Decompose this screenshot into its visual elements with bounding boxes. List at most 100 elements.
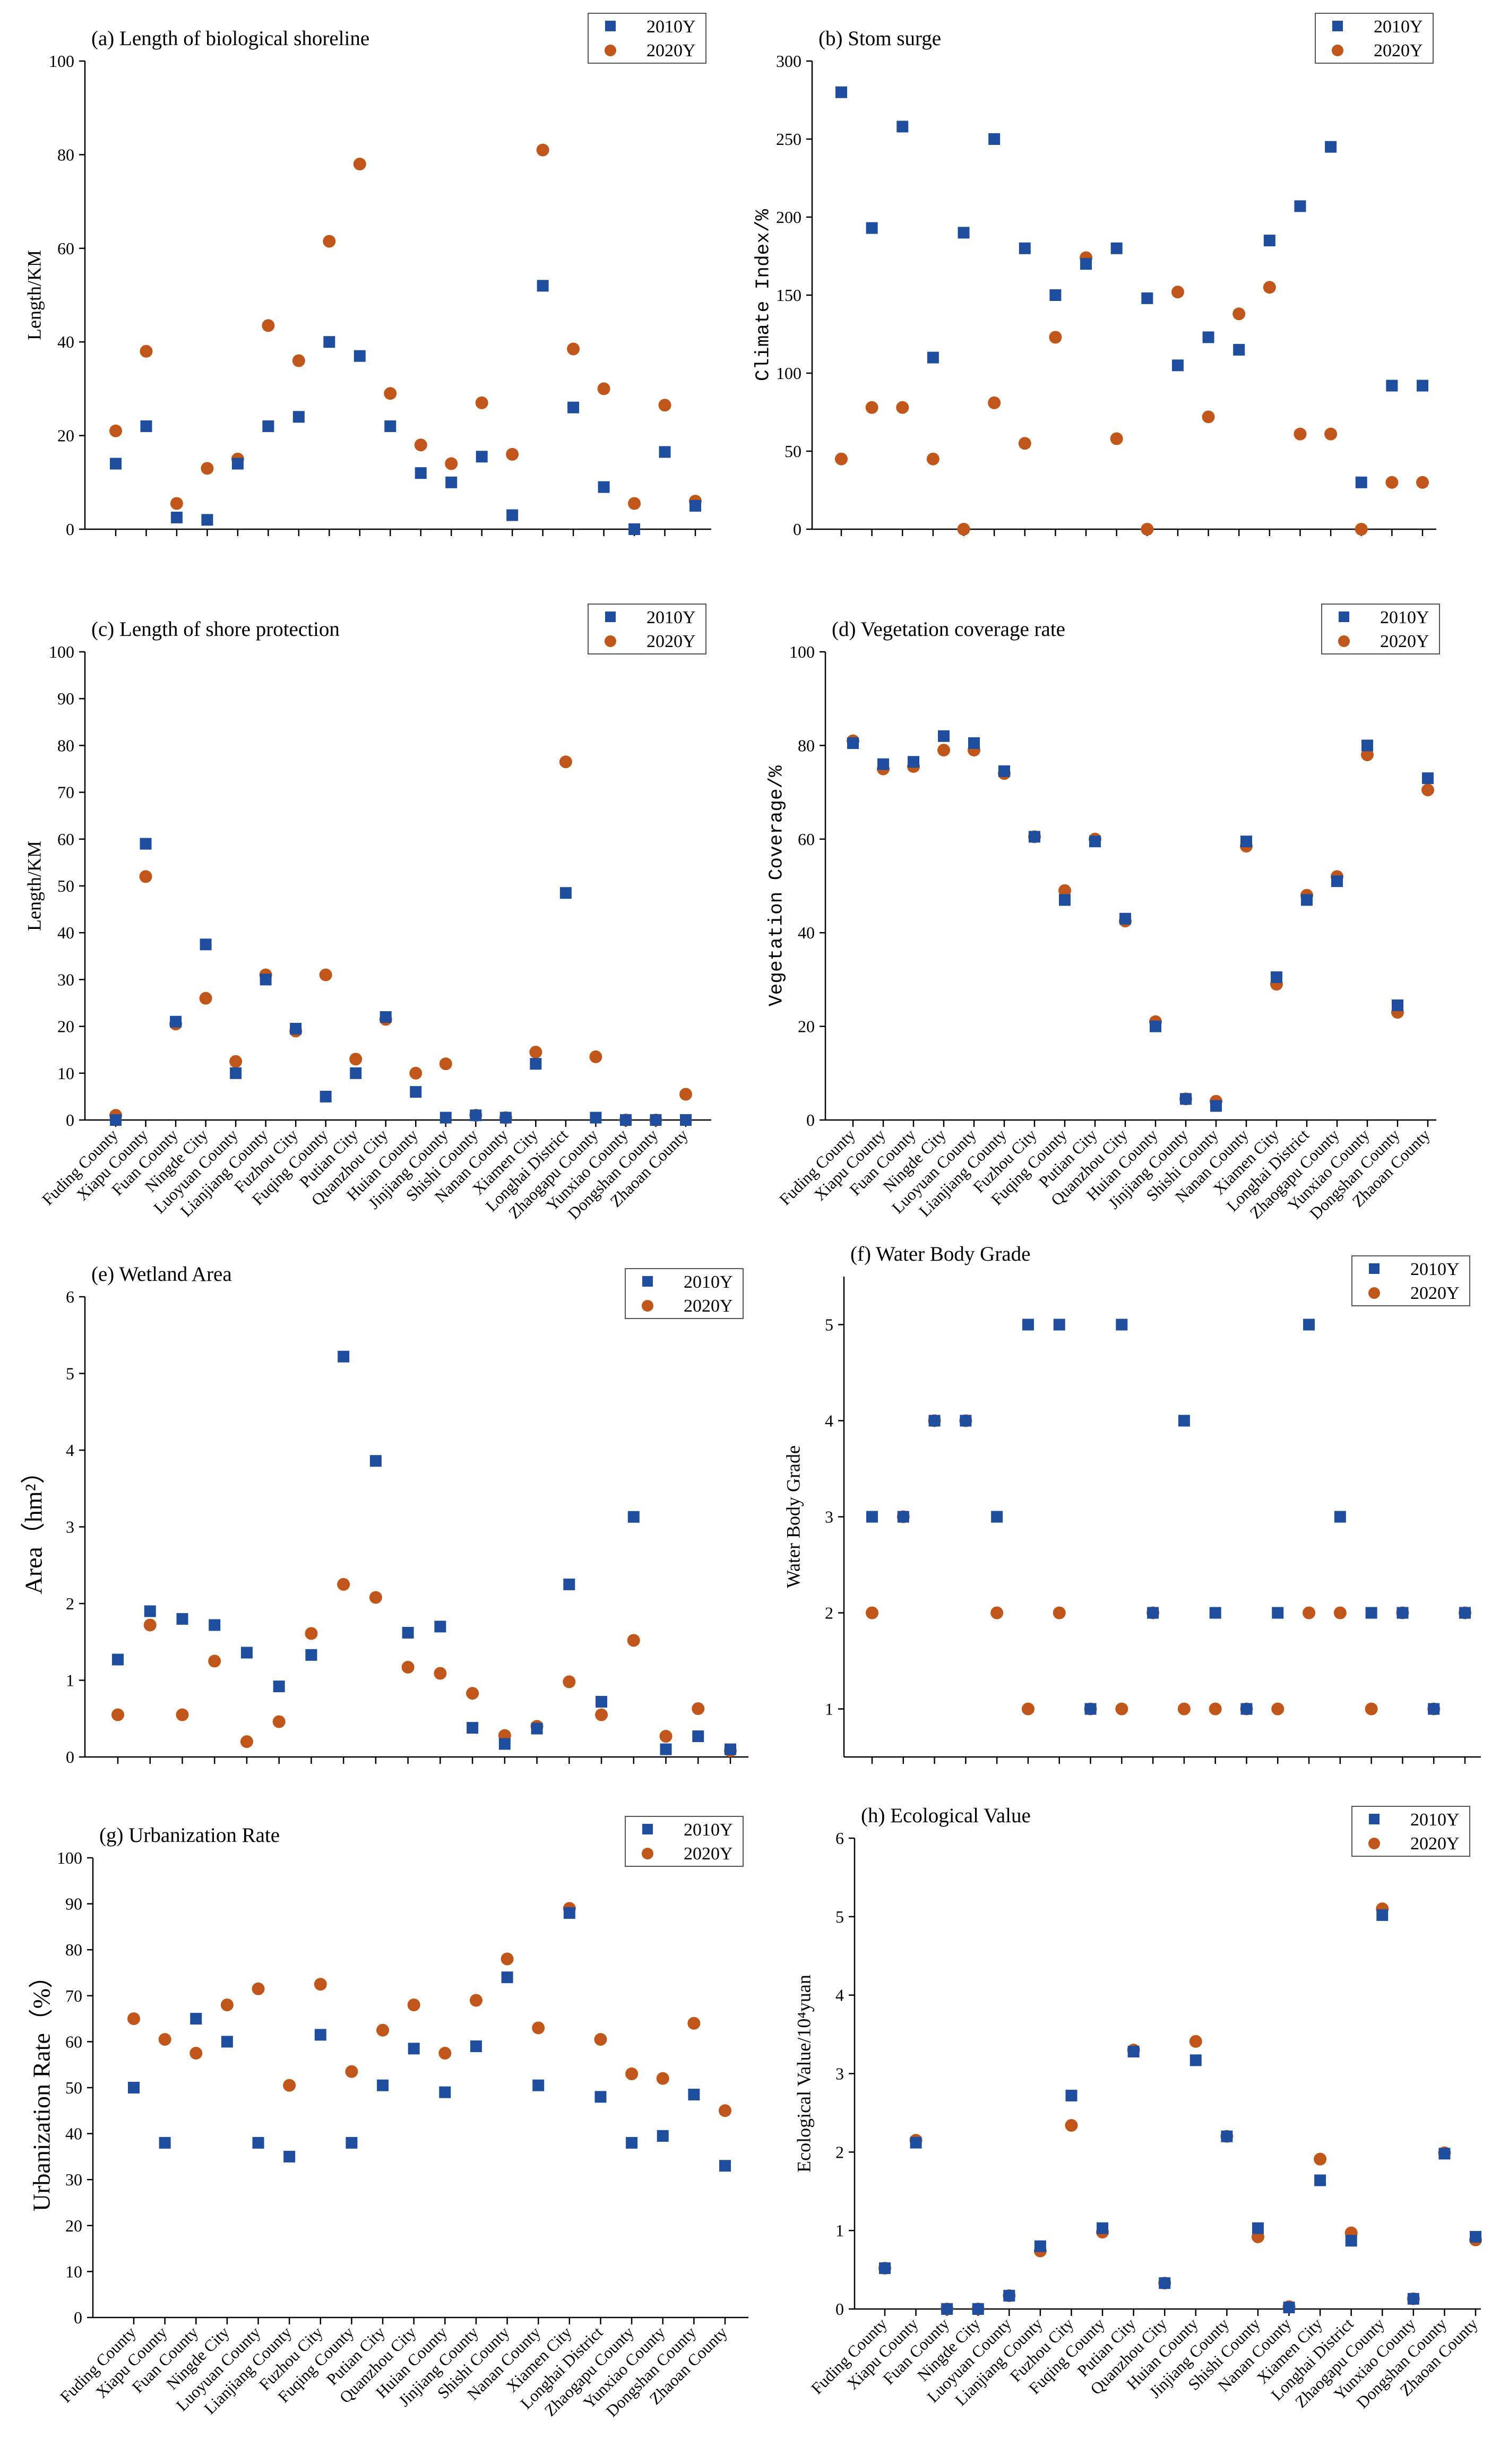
point-2010 bbox=[240, 1647, 253, 1659]
legend-marker-2020 bbox=[605, 45, 616, 56]
point-2020 bbox=[506, 447, 519, 461]
y-tick-label: 80 bbox=[57, 736, 74, 755]
chart-title: (a) Length of biological shoreline bbox=[91, 27, 369, 50]
legend-marker-2020 bbox=[1368, 1838, 1380, 1849]
legend: 2010Y 2020Y bbox=[625, 1816, 744, 1867]
point-2020 bbox=[434, 1667, 447, 1680]
point-2020 bbox=[937, 744, 950, 757]
point-2020 bbox=[401, 1660, 415, 1674]
y-tick-label: 0 bbox=[806, 1110, 815, 1130]
point-2020 bbox=[1053, 1606, 1066, 1619]
point-2010 bbox=[590, 1112, 602, 1124]
point-2010 bbox=[1209, 1607, 1221, 1619]
point-2010 bbox=[377, 2079, 389, 2091]
point-2020 bbox=[189, 2047, 203, 2060]
legend: 2010Y 2020Y bbox=[1321, 604, 1440, 654]
legend-marker-2020 bbox=[642, 1300, 653, 1312]
point-2020 bbox=[1416, 476, 1429, 489]
point-2010 bbox=[501, 1971, 513, 1984]
point-2020 bbox=[140, 344, 153, 358]
y-tick-label: 80 bbox=[57, 145, 74, 164]
point-2010 bbox=[408, 2043, 420, 2055]
legend-label-2020: 2020Y bbox=[1410, 1834, 1460, 1854]
y-tick-label: 3 bbox=[825, 1507, 833, 1527]
point-2010 bbox=[689, 499, 701, 512]
point-2010 bbox=[1334, 1511, 1346, 1523]
point-2020 bbox=[595, 1708, 608, 1721]
point-2010 bbox=[384, 420, 396, 432]
point-2010 bbox=[1365, 1607, 1377, 1619]
point-2010 bbox=[847, 737, 859, 749]
point-2010 bbox=[988, 133, 1001, 145]
y-tick-label: 100 bbox=[49, 642, 74, 661]
point-2010 bbox=[1059, 894, 1071, 906]
point-2010 bbox=[719, 2160, 731, 2172]
point-2010 bbox=[1119, 912, 1131, 925]
point-2010 bbox=[972, 2303, 984, 2315]
legend-label-2020: 2020Y bbox=[646, 632, 696, 651]
point-2020 bbox=[445, 457, 458, 470]
point-2020 bbox=[199, 992, 212, 1005]
point-2010 bbox=[498, 1738, 511, 1750]
point-2020 bbox=[687, 2017, 701, 2030]
point-2010 bbox=[350, 1067, 362, 1079]
point-2010 bbox=[866, 1511, 878, 1523]
point-2010 bbox=[110, 458, 122, 470]
point-2020 bbox=[719, 2104, 731, 2117]
y-tick-label: 70 bbox=[57, 783, 74, 802]
chart-panel: 0 1 2 3 4 5 6 (e) Wetland Area Area（hm²） 2010Y 202… bbox=[20, 1263, 748, 1767]
point-2010 bbox=[659, 446, 671, 458]
y-tick-label: 30 bbox=[65, 2170, 82, 2189]
point-2010 bbox=[320, 1090, 332, 1102]
point-2010 bbox=[252, 2136, 264, 2149]
y-tick-label: 80 bbox=[65, 1940, 82, 1959]
point-2020 bbox=[109, 424, 122, 437]
legend-label-2010: 2010Y bbox=[1410, 1810, 1460, 1830]
point-2010 bbox=[470, 2040, 482, 2053]
point-2010 bbox=[283, 2150, 296, 2163]
point-2010 bbox=[439, 2086, 451, 2098]
point-2010 bbox=[1428, 1703, 1440, 1715]
point-2010 bbox=[200, 938, 212, 951]
point-2010 bbox=[531, 1722, 543, 1735]
point-2010 bbox=[506, 509, 519, 521]
y-tick-label: 2 bbox=[835, 2142, 844, 2161]
point-2020 bbox=[337, 1578, 350, 1591]
y-axis-label: Climate Index/% bbox=[753, 209, 774, 381]
point-2020 bbox=[1021, 1702, 1035, 1716]
point-2010 bbox=[968, 737, 980, 749]
y-tick-label: 20 bbox=[57, 426, 74, 445]
point-2010 bbox=[938, 730, 950, 742]
point-2010 bbox=[910, 2136, 922, 2149]
point-2020 bbox=[594, 2033, 607, 2046]
point-2010 bbox=[879, 2262, 891, 2275]
point-2010 bbox=[1171, 359, 1184, 372]
legend: 2010Y 2020Y bbox=[625, 1268, 744, 1319]
point-2010 bbox=[941, 2303, 953, 2315]
point-2020 bbox=[345, 2065, 358, 2078]
point-2010 bbox=[537, 280, 549, 292]
point-2020 bbox=[176, 1708, 189, 1721]
point-2010 bbox=[1392, 999, 1403, 1011]
point-2020 bbox=[835, 452, 848, 466]
point-2020 bbox=[353, 158, 366, 171]
point-2020 bbox=[1209, 1702, 1222, 1716]
legend-marker-2020 bbox=[1368, 1287, 1380, 1299]
point-2010 bbox=[725, 1743, 736, 1755]
point-2020 bbox=[926, 452, 939, 466]
legend-label-2010: 2010Y bbox=[1374, 17, 1423, 37]
point-2010 bbox=[1116, 1319, 1128, 1331]
point-2010 bbox=[1325, 141, 1337, 153]
y-tick-label: 60 bbox=[57, 239, 74, 258]
point-2010 bbox=[1034, 2240, 1046, 2252]
legend-label-2020: 2020Y bbox=[684, 1296, 733, 1316]
legend-marker-2010 bbox=[1339, 611, 1349, 622]
point-2010 bbox=[1283, 2302, 1295, 2314]
point-2010 bbox=[1417, 380, 1428, 392]
point-2020 bbox=[656, 2072, 669, 2085]
point-2010 bbox=[563, 1907, 575, 1919]
point-2020 bbox=[1049, 331, 1062, 344]
point-2020 bbox=[589, 1050, 602, 1063]
y-axis-label: Length/KM bbox=[23, 250, 45, 340]
